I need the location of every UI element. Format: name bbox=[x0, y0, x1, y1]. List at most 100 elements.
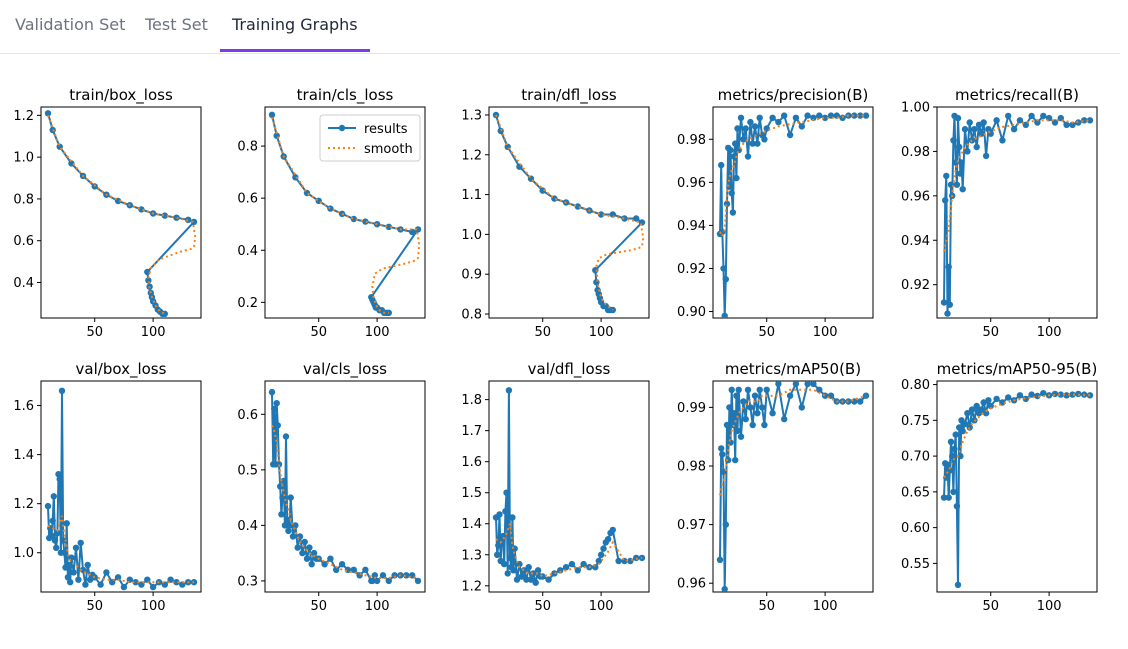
results-point bbox=[845, 398, 852, 405]
results-point bbox=[985, 397, 992, 404]
results-point bbox=[821, 114, 829, 121]
y-tick-label: 0.90 bbox=[677, 305, 706, 320]
results-point bbox=[950, 488, 957, 496]
results-point bbox=[940, 494, 948, 501]
chart-panel: metrics/mAP50-95(B) 50 100 0.55 0.60 0.65 0.70… bbox=[901, 360, 1098, 614]
results-point bbox=[966, 119, 973, 126]
results-point bbox=[958, 159, 965, 166]
y-tick-label: 0.96 bbox=[901, 189, 930, 204]
results-point bbox=[268, 111, 276, 118]
x-tick-label: 100 bbox=[589, 599, 614, 614]
results-point bbox=[978, 406, 985, 413]
results-point bbox=[53, 544, 60, 551]
tab-training-graphs[interactable]: Training Graphs bbox=[232, 15, 358, 34]
results-point bbox=[727, 146, 734, 154]
results-point bbox=[862, 112, 870, 119]
chart-panel: train/dfl_loss 50 100 0.8 0.9 1.0 1.1 1.2 1.3 bbox=[461, 86, 650, 340]
results-point bbox=[763, 386, 770, 393]
results-point bbox=[754, 410, 761, 417]
results-point bbox=[51, 537, 59, 544]
results-point bbox=[754, 140, 761, 147]
y-tick-label: 0.8 bbox=[13, 192, 34, 207]
results-point bbox=[954, 114, 962, 122]
y-tick-label: 1.4 bbox=[13, 448, 34, 463]
x-tick-label: 100 bbox=[365, 325, 390, 340]
results-point bbox=[504, 570, 511, 577]
x-tick-label: 100 bbox=[1037, 325, 1062, 340]
results-point bbox=[943, 172, 950, 180]
results-point bbox=[580, 560, 587, 568]
results-point bbox=[742, 125, 749, 132]
results-point bbox=[271, 405, 278, 412]
results-point bbox=[592, 267, 599, 274]
results-point bbox=[173, 214, 180, 221]
results-point bbox=[103, 569, 110, 576]
results-point bbox=[966, 424, 973, 431]
plot-frame bbox=[488, 380, 650, 593]
results-point bbox=[734, 427, 741, 434]
y-tick-label: 0.6 bbox=[237, 192, 258, 207]
y-tick-label: 0.8 bbox=[237, 140, 258, 155]
chart-panel: metrics/mAP50(B) 50 100 0.96 0.97 0.98 0.99 bbox=[677, 360, 874, 614]
plot-frame bbox=[40, 380, 202, 593]
results-point bbox=[722, 276, 729, 283]
results-point bbox=[761, 136, 768, 143]
y-tick-label: 0.8 bbox=[461, 308, 482, 323]
results-point bbox=[1010, 126, 1018, 133]
legend-box bbox=[319, 114, 421, 162]
y-tick-label: 0.4 bbox=[237, 244, 258, 259]
results-point bbox=[954, 581, 962, 588]
y-tick-label: 1.6 bbox=[461, 455, 482, 470]
results-point bbox=[333, 566, 340, 573]
results-point bbox=[633, 215, 640, 222]
x-tick-label: 100 bbox=[813, 599, 838, 614]
results-point bbox=[734, 125, 741, 132]
results-point bbox=[414, 577, 422, 585]
y-tick-label: 1.2 bbox=[13, 497, 34, 512]
results-point bbox=[72, 544, 80, 551]
results-point bbox=[718, 445, 725, 452]
results-point bbox=[132, 579, 139, 586]
y-tick-label: 0.98 bbox=[901, 145, 930, 160]
results-point bbox=[350, 566, 357, 573]
results-point bbox=[961, 126, 969, 133]
x-tick-label: 50 bbox=[982, 599, 999, 614]
results-point bbox=[327, 205, 334, 212]
plot-frame bbox=[488, 106, 650, 319]
y-tick-label: 1.3 bbox=[461, 548, 482, 563]
y-tick-label: 1.2 bbox=[461, 148, 482, 163]
results-point bbox=[1069, 391, 1076, 398]
results-point bbox=[810, 114, 817, 121]
chart-title: train/dfl_loss bbox=[521, 86, 617, 105]
results-point bbox=[1028, 112, 1035, 120]
results-point bbox=[775, 381, 782, 388]
y-tick-label: 0.70 bbox=[901, 450, 930, 465]
tab-bar: Validation Set Test Set Training Graphs bbox=[0, 0, 1120, 54]
tab-test-set[interactable]: Test Set bbox=[145, 15, 208, 34]
results-point bbox=[756, 386, 763, 393]
y-tick-label: 0.97 bbox=[677, 518, 706, 533]
chart-title: train/box_loss bbox=[69, 86, 173, 105]
y-tick-label: 0.96 bbox=[677, 577, 706, 592]
results-point bbox=[287, 494, 294, 501]
results-point bbox=[940, 299, 948, 306]
results-point bbox=[737, 114, 745, 121]
results-point bbox=[63, 520, 70, 527]
y-tick-label: 0.55 bbox=[901, 557, 930, 572]
results-point bbox=[728, 189, 735, 197]
results-point bbox=[54, 529, 61, 537]
results-point bbox=[798, 123, 805, 130]
results-point bbox=[946, 301, 953, 308]
results-point bbox=[68, 160, 75, 167]
tab-validation-set[interactable]: Validation Set bbox=[15, 15, 126, 34]
results-point bbox=[310, 549, 318, 557]
smooth-line bbox=[47, 115, 197, 315]
results-point bbox=[551, 570, 558, 577]
results-point bbox=[763, 125, 770, 132]
y-tick-label: 1.5 bbox=[461, 486, 482, 501]
results-point bbox=[149, 583, 157, 591]
x-tick-label: 100 bbox=[1037, 599, 1062, 614]
chart-title: val/box_loss bbox=[76, 360, 167, 379]
results-point bbox=[534, 567, 542, 574]
y-tick-label: 0.98 bbox=[677, 459, 706, 474]
